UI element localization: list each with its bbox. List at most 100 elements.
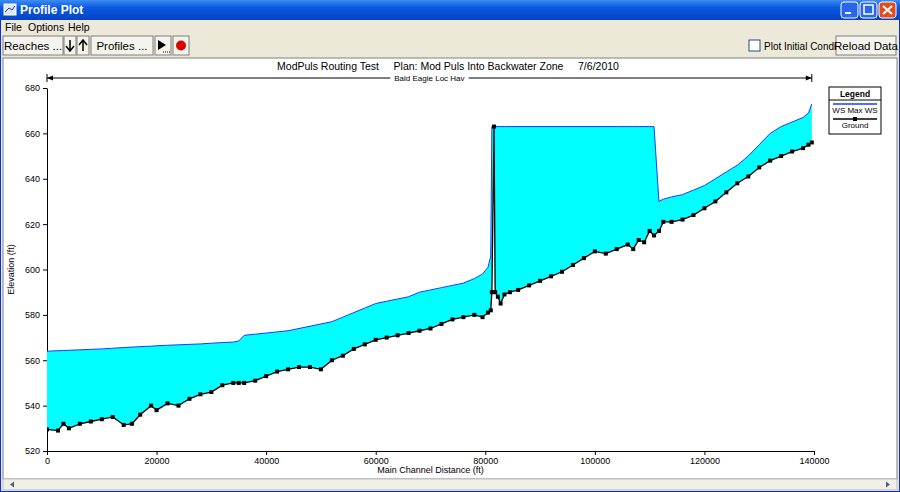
ground-marker — [352, 347, 356, 351]
plot-marks — [47, 104, 814, 433]
y-axis-title: Elevation (ft) — [6, 244, 16, 295]
title-bar — [0, 0, 900, 20]
ground-marker — [461, 315, 465, 319]
x-tick-group: 20000 — [145, 451, 170, 466]
scroll-bar — [3, 479, 897, 490]
ground-marker — [492, 125, 496, 129]
ground-marker — [631, 247, 635, 251]
ground-marker — [642, 240, 646, 244]
ground-line — [47, 127, 812, 431]
ground-marker — [100, 417, 104, 421]
menu-item[interactable]: Help — [68, 21, 90, 33]
ground-marker — [47, 427, 49, 431]
ground-marker — [319, 367, 323, 371]
y-tick-group: 660 — [25, 129, 47, 139]
y-tick-group: 640 — [25, 174, 47, 184]
ground-marker — [264, 374, 268, 378]
reaches-button-label[interactable]: Reaches ... — [4, 40, 62, 52]
ground-marker — [790, 150, 794, 154]
ground-marker — [67, 426, 71, 430]
x-tick — [704, 451, 705, 455]
reach-label-background — [390, 74, 468, 83]
y-tick-label: 660 — [25, 129, 40, 139]
ground-marker — [198, 392, 202, 396]
ground-marker — [604, 252, 608, 256]
ground-marker — [702, 206, 706, 210]
x-tick-group: 120000 — [690, 451, 720, 466]
close-button[interactable] — [879, 2, 896, 18]
ground-marker — [661, 220, 665, 224]
ground-marker — [549, 274, 553, 278]
ground-marker — [89, 420, 93, 424]
minimize-button[interactable] — [841, 2, 858, 18]
ground-marker — [275, 370, 279, 374]
ground-marker — [735, 181, 739, 185]
ground-marker — [648, 229, 652, 233]
ground-marker — [681, 218, 685, 222]
down-button[interactable] — [64, 36, 76, 55]
ground-marker — [176, 404, 180, 408]
ground-marker — [330, 358, 334, 362]
ground-marker — [242, 381, 246, 385]
ws-line — [47, 104, 812, 351]
ground-marker — [593, 249, 597, 253]
ground-marker — [374, 338, 378, 342]
ground-marker — [231, 381, 235, 385]
up-button[interactable] — [77, 36, 89, 55]
ground-marker — [691, 213, 695, 217]
ground-marker — [746, 174, 750, 178]
ground-marker — [499, 302, 503, 306]
window-frame — [0, 0, 900, 492]
y-tick-label: 560 — [25, 356, 40, 366]
ground-marker — [138, 413, 142, 417]
play-glyph — [158, 40, 166, 50]
play-button[interactable] — [155, 36, 171, 55]
profiles-button[interactable] — [91, 36, 153, 55]
ground-marker — [472, 313, 476, 317]
reach-end-ticks — [47, 74, 812, 82]
y-tick-group: 560 — [25, 356, 47, 366]
x-tick — [814, 451, 815, 455]
y-tick — [43, 224, 47, 225]
y-tick-label: 620 — [25, 220, 40, 230]
profiles-button-label[interactable]: Profiles ... — [96, 40, 147, 52]
ground-marker — [713, 199, 717, 203]
ground-marker — [779, 154, 783, 158]
y-tick-group: 680 — [25, 83, 47, 93]
checkbox[interactable] — [749, 40, 760, 51]
minimize-glyph — [845, 12, 851, 14]
reload-button-label[interactable]: Reload Data — [834, 40, 899, 52]
x-tick-group: 0 — [45, 451, 50, 466]
y-tick-label: 540 — [25, 401, 40, 411]
reach-label: Bald Eagle Loc Hav — [394, 74, 464, 83]
reaches-button[interactable] — [3, 36, 63, 55]
ground-marker — [810, 140, 814, 144]
x-tick — [485, 451, 486, 455]
legend-label: Ground — [842, 121, 869, 130]
y-tick-label: 580 — [25, 310, 40, 320]
menu-item[interactable]: Options — [28, 21, 64, 33]
x-axis-line — [48, 451, 815, 452]
ground-marker — [61, 422, 65, 426]
ground-marker — [286, 367, 290, 371]
record-button[interactable] — [173, 36, 189, 55]
x-tick — [376, 451, 377, 455]
legend-label: WS Max WS — [832, 106, 877, 115]
ground-marker — [122, 423, 126, 427]
ground-marker — [724, 190, 728, 194]
maximize-button[interactable] — [860, 2, 877, 18]
y-tick-label: 600 — [25, 265, 40, 275]
ground-marker — [527, 283, 531, 287]
x-tick-label: 40000 — [254, 456, 279, 466]
ground-marker — [571, 263, 575, 267]
ground-marker — [363, 342, 367, 346]
menu-item[interactable]: File — [5, 21, 22, 33]
x-tick-group: 100000 — [580, 451, 610, 466]
ground-marker — [253, 379, 257, 383]
ground-marker — [418, 329, 422, 333]
y-tick — [43, 360, 47, 361]
x-tick-label: 0 — [45, 456, 50, 466]
plot-panel — [3, 58, 897, 479]
x-axis-title: Main Channel Distance (ft) — [377, 465, 484, 475]
ground-marker — [297, 365, 301, 369]
